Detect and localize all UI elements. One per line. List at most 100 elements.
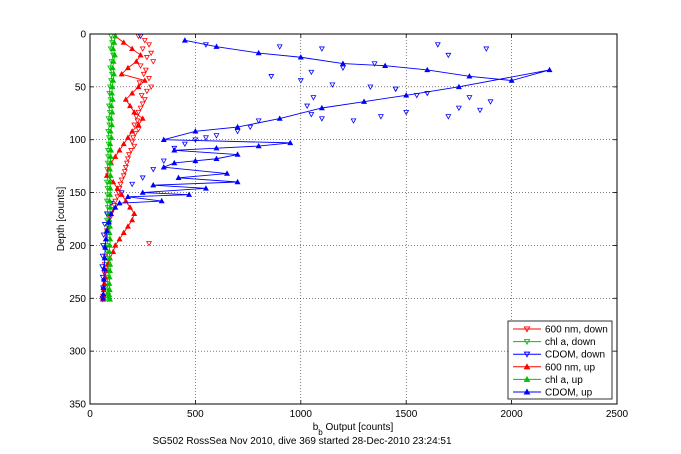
data-point xyxy=(109,64,116,71)
data-point xyxy=(100,276,107,282)
data-point xyxy=(192,157,199,164)
data-point xyxy=(131,109,138,115)
data-point xyxy=(104,285,111,291)
data-point xyxy=(107,153,114,159)
data-point xyxy=(129,216,136,223)
data-point xyxy=(112,153,119,159)
data-point xyxy=(234,178,241,185)
data-point xyxy=(124,223,131,229)
x-axis-label: bb Output [counts] xyxy=(313,422,394,437)
data-point xyxy=(106,242,113,248)
data-point xyxy=(361,98,368,104)
data-point xyxy=(116,235,123,242)
data-point xyxy=(255,118,262,124)
series-chl-a-up xyxy=(106,32,119,302)
series-layer xyxy=(99,32,553,303)
data-point xyxy=(224,170,230,176)
data-point xyxy=(106,291,113,298)
data-point xyxy=(213,145,220,151)
data-point xyxy=(171,147,178,153)
legend-label: 600 nm, up xyxy=(545,362,595,373)
data-point xyxy=(109,109,116,115)
data-point xyxy=(255,49,262,56)
data-point xyxy=(137,63,144,69)
y-tick-label: 0 xyxy=(80,30,86,41)
data-point xyxy=(308,112,315,118)
data-point xyxy=(107,223,114,229)
data-point xyxy=(122,96,129,102)
figure-caption: SG502 RossSea Nov 2010, dive 369 started… xyxy=(152,436,452,447)
data-point xyxy=(124,193,131,200)
data-point xyxy=(127,204,134,210)
data-point xyxy=(107,128,114,134)
data-point xyxy=(202,185,209,191)
data-point xyxy=(234,129,241,135)
data-point xyxy=(141,38,148,44)
legend-marker xyxy=(523,388,531,395)
data-point xyxy=(146,42,153,48)
legend-marker xyxy=(523,375,531,382)
data-point xyxy=(108,102,115,109)
data-point xyxy=(126,152,132,158)
data-point xyxy=(107,140,114,147)
data-point xyxy=(107,185,114,191)
data-point xyxy=(111,71,118,77)
data-point xyxy=(107,261,114,267)
data-point xyxy=(135,109,142,116)
x-tick-label: 1000 xyxy=(290,409,313,420)
data-point xyxy=(181,37,188,43)
data-point xyxy=(103,172,110,178)
data-point xyxy=(276,115,283,121)
data-point xyxy=(142,67,149,74)
data-point xyxy=(466,95,473,101)
data-point xyxy=(112,204,119,210)
data-point xyxy=(111,52,118,58)
data-point xyxy=(107,166,114,172)
data-point xyxy=(143,55,150,61)
data-point xyxy=(109,83,116,90)
data-point xyxy=(186,191,193,197)
data-point xyxy=(105,219,112,225)
data-point xyxy=(107,296,114,302)
data-point xyxy=(124,64,131,71)
data-point xyxy=(108,147,115,153)
data-point xyxy=(424,90,431,97)
data-point xyxy=(121,169,128,175)
data-point xyxy=(111,39,118,45)
data-point xyxy=(99,264,106,270)
data-point xyxy=(487,99,494,105)
data-point xyxy=(112,242,119,248)
data-point xyxy=(135,126,142,133)
data-point xyxy=(234,123,241,130)
data-point xyxy=(477,107,483,114)
x-tick-label: 1500 xyxy=(395,409,418,420)
legend-marker xyxy=(523,363,531,370)
legend-label: CDOM, up xyxy=(545,388,593,399)
data-point xyxy=(129,181,136,188)
data-point xyxy=(171,145,178,152)
data-point xyxy=(107,235,114,242)
data-point xyxy=(268,74,275,80)
data-point xyxy=(371,61,378,67)
data-point xyxy=(329,82,336,88)
data-point xyxy=(150,59,157,65)
data-point xyxy=(108,210,115,216)
data-point xyxy=(106,254,113,261)
data-point xyxy=(138,93,145,99)
data-point xyxy=(483,46,490,52)
data-point xyxy=(234,151,241,157)
data-point xyxy=(107,267,114,274)
axis-ticks: 0 500 1000 1500 2000 2500 0 50 100 150 200 250 300 35… xyxy=(69,30,628,421)
data-point xyxy=(131,122,138,129)
data-point xyxy=(150,167,157,173)
data-point xyxy=(118,71,125,77)
data-point xyxy=(131,143,138,150)
data-point xyxy=(134,118,141,124)
data-point xyxy=(175,174,182,181)
x-tick-label: 2500 xyxy=(606,409,629,420)
data-point xyxy=(135,83,142,90)
data-point xyxy=(128,148,135,154)
data-point xyxy=(146,241,153,247)
data-point xyxy=(310,95,317,101)
data-point xyxy=(107,159,114,166)
